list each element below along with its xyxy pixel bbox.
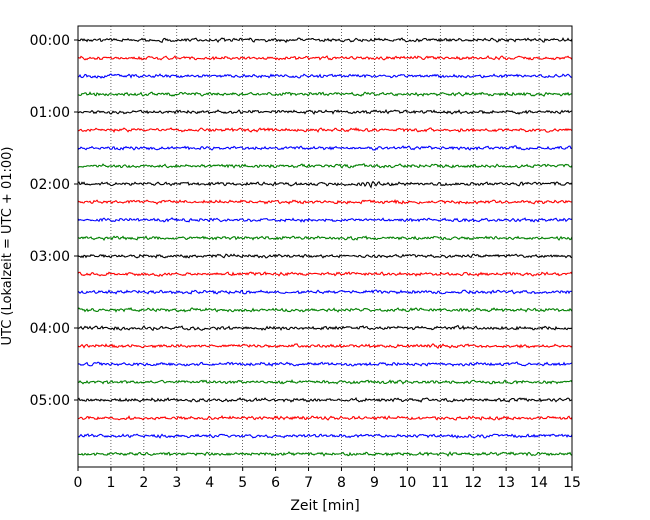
trace-line <box>77 127 573 133</box>
x-tick-label: 2 <box>139 475 148 491</box>
y-axis-ticks: 00:00 01:00 02:00 03:00 04:00 05:00 <box>30 33 78 409</box>
trace-group <box>77 37 573 457</box>
y-tick-label: 04:00 <box>30 321 70 337</box>
x-tick-label: 9 <box>370 475 379 491</box>
trace-line <box>77 91 573 97</box>
x-tick-label: 12 <box>464 475 482 491</box>
y-tick-label: 00:00 <box>30 33 70 49</box>
y-tick-label: 01:00 <box>30 105 70 121</box>
trace-line <box>77 109 573 115</box>
x-tick-label: 13 <box>497 475 515 491</box>
y-tick-label: 02:00 <box>30 177 70 193</box>
trace-line <box>77 73 573 79</box>
trace-line <box>77 55 573 61</box>
trace-line <box>77 198 573 205</box>
trace-line <box>77 343 573 350</box>
x-tick-label: 14 <box>530 475 548 491</box>
x-tick-label: 5 <box>238 475 247 491</box>
trace-line <box>77 217 573 223</box>
trace-line <box>77 289 573 295</box>
x-axis-label: Zeit [min] <box>290 498 359 514</box>
y-tick-label: 05:00 <box>30 393 70 409</box>
trace-line <box>77 253 573 259</box>
plot-frame <box>77 25 573 468</box>
x-tick-label: 15 <box>563 475 581 491</box>
trace-line <box>77 324 573 332</box>
trace-line <box>77 396 573 403</box>
y-tick-label: 03:00 <box>30 249 70 265</box>
trace-line <box>77 163 573 169</box>
x-tick-label: 4 <box>205 475 214 491</box>
x-tick-label: 1 <box>106 475 115 491</box>
trace-line <box>77 180 573 189</box>
x-tick-label: 3 <box>172 475 181 491</box>
x-axis-ticks: 0 1 2 3 4 5 6 7 8 9 10 11 12 13 14 15 <box>74 467 581 491</box>
trace-line <box>77 235 573 241</box>
trace-line <box>77 414 573 421</box>
x-tick-label: 11 <box>431 475 449 491</box>
trace-line <box>77 361 573 367</box>
trace-line <box>77 37 573 44</box>
trace-line <box>77 451 573 457</box>
trace-line <box>77 271 573 277</box>
x-tick-label: 7 <box>304 475 313 491</box>
trace-line <box>77 307 573 313</box>
trace-line <box>77 433 573 439</box>
x-tick-label: 6 <box>271 475 280 491</box>
x-tick-label: 0 <box>74 475 83 491</box>
x-tick-label: 10 <box>398 475 416 491</box>
trace-line <box>77 379 573 385</box>
y-axis-label: UTC (Lokalzeit = UTC + 01:00) <box>0 147 15 346</box>
trace-line <box>77 145 573 151</box>
x-tick-label: 8 <box>337 475 346 491</box>
